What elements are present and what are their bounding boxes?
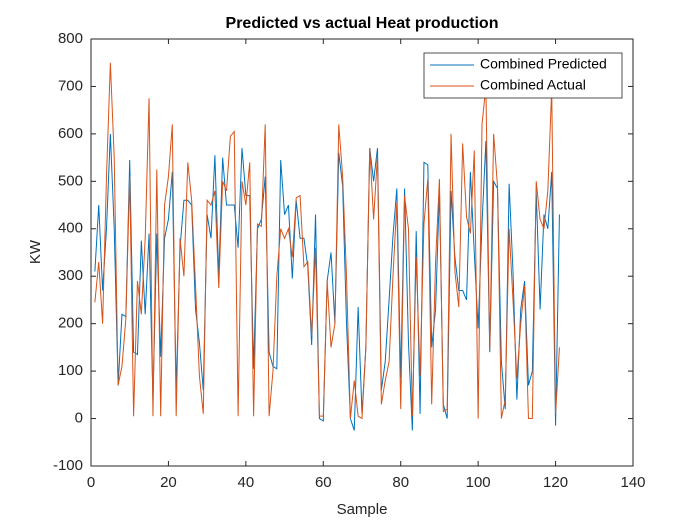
x-tick-label: 120 (543, 474, 568, 491)
y-tick-label: 100 (58, 362, 83, 379)
y-tick-label: 300 (58, 267, 83, 284)
y-tick-label: 600 (58, 125, 83, 142)
chart-title: Predicted vs actual Heat production (226, 15, 499, 32)
legend-label: Combined Actual (480, 77, 586, 93)
x-tick-label: 20 (160, 474, 177, 491)
x-tick-label: 80 (392, 474, 409, 491)
legend-box (423, 52, 623, 99)
x-tick-label: 0 (87, 474, 95, 491)
x-tick-label: 100 (466, 474, 491, 491)
y-tick-label: 200 (58, 315, 83, 332)
legend-label: Combined Predicted (480, 56, 607, 72)
y-tick-label: 0 (75, 410, 83, 427)
x-axis-label: Sample (337, 501, 388, 518)
x-tick-label: 140 (620, 474, 645, 491)
y-axis-label: KW (27, 239, 44, 264)
y-tick-label: 700 (58, 77, 83, 94)
x-tick-label: 60 (315, 474, 332, 491)
y-tick-label: 500 (58, 172, 83, 189)
y-tick-label: -100 (53, 457, 83, 474)
y-tick-label: 800 (58, 30, 83, 47)
series-line (94, 62, 560, 420)
x-tick-label: 40 (238, 474, 255, 491)
y-tick-label: 400 (58, 220, 83, 237)
